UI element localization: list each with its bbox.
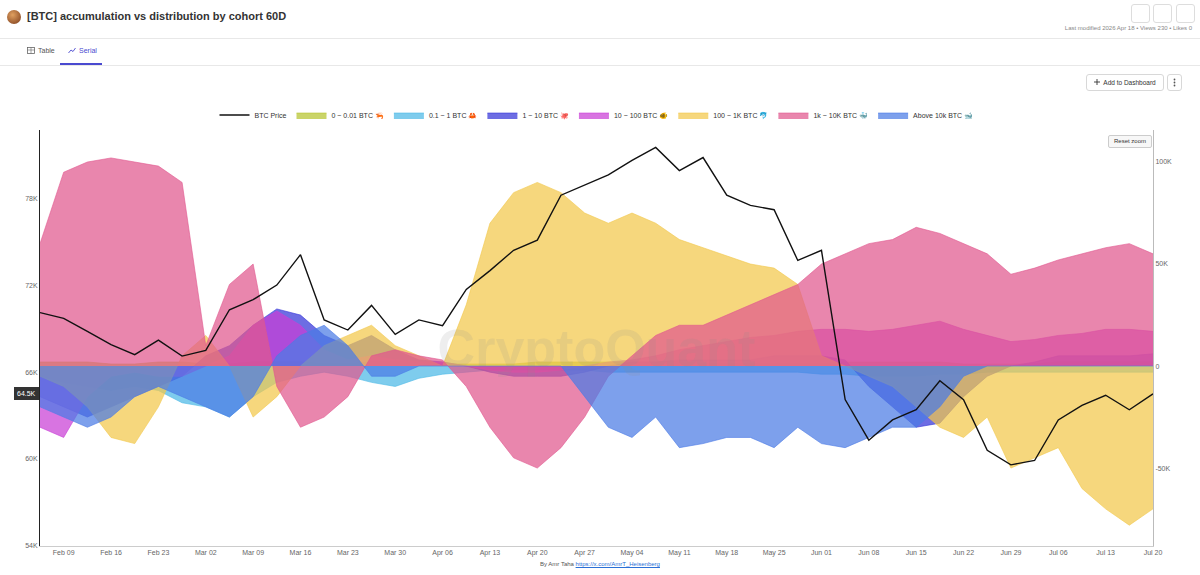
svg-text:Mar 30: Mar 30 — [384, 549, 406, 556]
svg-text:10 ~ 100 BTC 🐠: 10 ~ 100 BTC 🐠 — [614, 112, 668, 120]
svg-text:Feb 23: Feb 23 — [148, 549, 170, 556]
svg-text:Jul 20: Jul 20 — [1144, 549, 1163, 556]
html-text:[BTC] accumulation vs distribu: [BTC] accumulation vs distribution by co… — [27, 10, 287, 22]
svg-text:66K: 66K — [25, 369, 38, 376]
svg-text:60K: 60K — [25, 455, 38, 462]
svg-text:Apr 13: Apr 13 — [480, 549, 501, 557]
svg-text:Jun 29: Jun 29 — [1000, 549, 1021, 556]
html-text:Table: Table — [38, 47, 55, 54]
svg-text:Apr 27: Apr 27 — [574, 549, 595, 557]
svg-text:Mar 23: Mar 23 — [337, 549, 359, 556]
svg-text:0: 0 — [1155, 363, 1159, 370]
svg-text:0.1 ~ 1 BTC 🦀: 0.1 ~ 1 BTC 🦀 — [429, 112, 478, 119]
html-text:Serial: Serial — [79, 47, 97, 54]
svg-text:Jun 15: Jun 15 — [906, 549, 927, 556]
svg-text:0 ~ 0.01 BTC 🦐: 0 ~ 0.01 BTC 🦐 — [332, 112, 384, 120]
svg-text:Apr 20: Apr 20 — [527, 549, 548, 557]
svg-text:78K: 78K — [25, 195, 38, 202]
svg-text:54K: 54K — [25, 542, 38, 549]
svg-text:May 25: May 25 — [763, 549, 786, 557]
svg-text:BTC Price: BTC Price — [255, 112, 287, 119]
svg-text:100 ~ 1K BTC 🐬: 100 ~ 1K BTC 🐬 — [713, 111, 768, 120]
svg-text:Apr 06: Apr 06 — [432, 549, 453, 557]
svg-text:Feb 09: Feb 09 — [53, 549, 75, 556]
svg-text:Mar 16: Mar 16 — [290, 549, 312, 556]
svg-text:100K: 100K — [1155, 158, 1172, 165]
svg-text:Jun 08: Jun 08 — [858, 549, 879, 556]
html-text:Add to Dashboard: Add to Dashboard — [1103, 79, 1156, 86]
svg-text:-50K: -50K — [1155, 465, 1170, 472]
svg-text:Jun 22: Jun 22 — [953, 549, 974, 556]
svg-text:Jun 01: Jun 01 — [811, 549, 832, 556]
html-text:Reset zoom: Reset zoom — [1114, 138, 1146, 144]
svg-text:64.5K: 64.5K — [17, 390, 36, 397]
html-text:CryptoQuant: CryptoQuant — [437, 319, 756, 377]
html-text:By Amr Taha https://x.com/AmrT: By Amr Taha https://x.com/AmrT_Heisenber… — [540, 561, 660, 567]
svg-text:50K: 50K — [1155, 260, 1168, 267]
svg-text:Jul 06: Jul 06 — [1049, 549, 1068, 556]
svg-text:May 04: May 04 — [621, 549, 644, 557]
svg-text:1k ~ 10K BTC 🐳: 1k ~ 10K BTC 🐳 — [813, 111, 868, 120]
svg-text:May 18: May 18 — [715, 549, 738, 557]
svg-text:Mar 09: Mar 09 — [242, 549, 264, 556]
svg-text:72K: 72K — [25, 282, 38, 289]
svg-text:Mar 02: Mar 02 — [195, 549, 217, 556]
svg-text:Jul 13: Jul 13 — [1096, 549, 1115, 556]
svg-text:Above 10k BTC 🐋: Above 10k BTC 🐋 — [913, 112, 973, 120]
html-text:Last modified 2026 Apr 18 • Vi: Last modified 2026 Apr 18 • Views 230 • … — [1064, 25, 1192, 31]
svg-text:1 ~ 10 BTC 🐙: 1 ~ 10 BTC 🐙 — [522, 112, 569, 120]
svg-text:Feb 16: Feb 16 — [100, 549, 122, 556]
svg-text:May 11: May 11 — [668, 549, 691, 557]
